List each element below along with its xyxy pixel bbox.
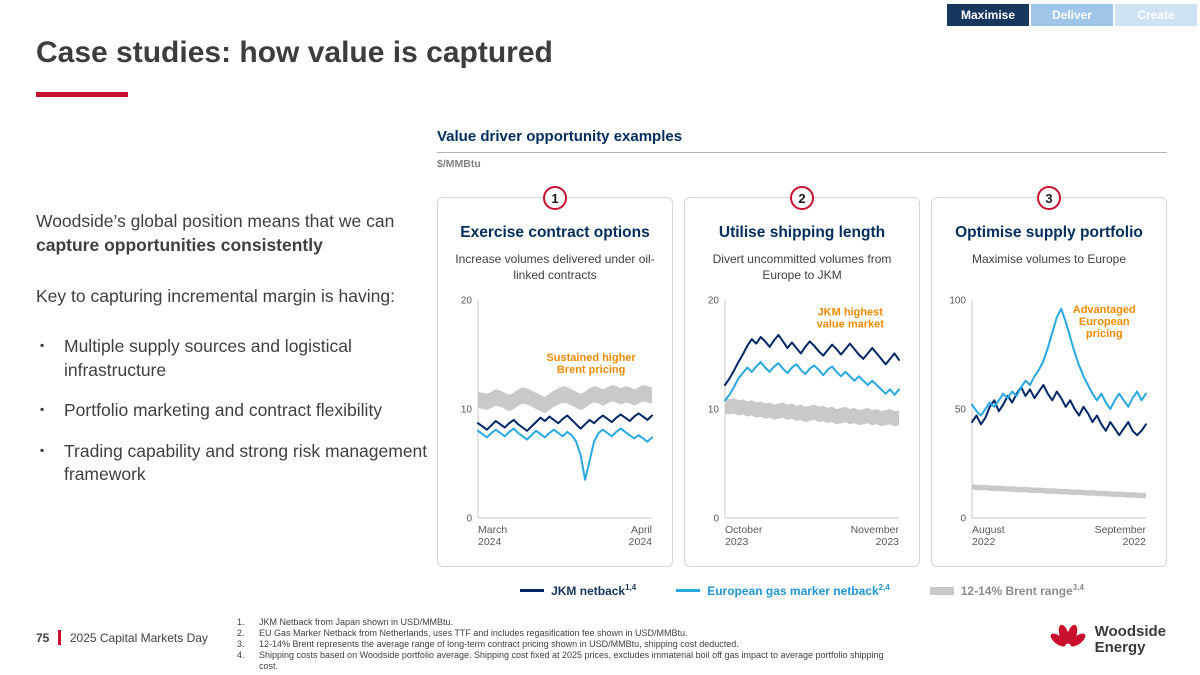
legend-swatch-navy-line (520, 589, 545, 592)
case-card-subtitle: Increase volumes delivered under oil-lin… (455, 252, 655, 282)
bullet-icon: ▪ (40, 337, 45, 352)
tab-maximise[interactable]: Maximise (947, 4, 1029, 26)
bullet-list: ▪ Multiple supply sources and logistical … (36, 335, 432, 487)
line-chart-1: 0 10 20 March 2024 April 2024 Sustained higher B… (448, 290, 662, 552)
footnotes: 1. JKM Netback from Japan shown in USD/MM… (237, 617, 887, 672)
svg-text:50: 50 (955, 405, 967, 416)
list-item: ▪ Trading capability and strong risk mana… (36, 440, 432, 487)
svg-text:20: 20 (461, 296, 473, 307)
chart-legend: JKM netback1,4 European gas marker netba… (437, 583, 1167, 598)
charts-heading: Value driver opportunity examples (437, 128, 1167, 153)
woodside-flower-icon (1050, 624, 1085, 647)
case-number-badge: 1 (543, 186, 567, 210)
svg-text:100: 100 (949, 296, 966, 307)
case-card-subtitle: Divert uncommitted volumes from Europe t… (712, 252, 892, 282)
footnote: 1. JKM Netback from Japan shown in USD/MM… (237, 617, 454, 627)
case-number-badge: 2 (790, 186, 814, 210)
legend-label: 12-14% Brent range3,4 (960, 583, 1084, 598)
bullet-text: Trading capability and strong risk manag… (64, 440, 428, 485)
nav-tabs: Maximise Deliver Create (947, 4, 1197, 26)
charts-panel: Value driver opportunity examples $/MMBt… (437, 128, 1167, 598)
case-card-title: Exercise contract options (460, 224, 650, 241)
line-chart-3: 0 50 100 August 2022 September 2022 Advantaged E… (942, 290, 1156, 552)
svg-text:20: 20 (708, 296, 720, 307)
legend-label: JKM netback1,4 (551, 583, 637, 598)
case-number-badge: 3 (1037, 186, 1061, 210)
case-cards: 1 Exercise contract options Increase vol… (437, 186, 1167, 567)
logo-text: Woodside Energy (1094, 622, 1166, 656)
list-item: ▪ Portfolio marketing and contract flexib… (36, 399, 432, 423)
title-accent-bar (36, 92, 128, 97)
bullet-icon: ▪ (40, 442, 45, 457)
event-name: 2025 Capital Markets Day (69, 630, 208, 645)
case-card-2: 2 Utilise shipping length Divert uncommi… (684, 186, 920, 567)
bullet-icon: ▪ (40, 402, 45, 417)
case-card-1: 1 Exercise contract options Increase vol… (437, 186, 673, 567)
legend-item-brent: 12-14% Brent range3,4 (929, 583, 1084, 598)
woodside-logo: Woodside Energy (1047, 619, 1166, 661)
page-info: 75 2025 Capital Markets Day (36, 630, 208, 645)
intro-paragraph: Woodside’s global position means that we… (36, 210, 432, 257)
list-item: ▪ Multiple supply sources and logistical … (36, 335, 432, 382)
page-title: Case studies: how value is captured (36, 36, 553, 69)
legend-label: European gas marker netback2,4 (707, 583, 890, 598)
case-card-title: Optimise supply portfolio (955, 224, 1143, 241)
footnote: 3. 12-14% Brent represents the average ra… (237, 638, 739, 649)
svg-text:10: 10 (461, 405, 473, 416)
bullet-text: Portfolio marketing and contract flexibi… (64, 400, 383, 421)
unit-label: $/MMBtu (437, 158, 481, 170)
svg-text:0: 0 (466, 514, 472, 525)
footnote: 4. Shipping costs based on Woodside portf… (237, 649, 884, 671)
intro-bold: capture opportunities consistently (36, 234, 323, 255)
svg-text:0: 0 (960, 514, 966, 525)
case-card-3: 3 Optimise supply portfolio Maximise vol… (931, 186, 1167, 567)
case-card-subtitle: Maximise volumes to Europe (971, 252, 1127, 266)
key-text: Key to capturing incremental margin is h… (36, 286, 395, 307)
svg-text:10: 10 (708, 405, 720, 416)
legend-item-jkm: JKM netback1,4 (520, 583, 636, 598)
legend-item-european: European gas marker netback2,4 (676, 583, 890, 598)
intro-normal: Woodside’s global position means that we… (36, 211, 395, 231)
tab-deliver[interactable]: Deliver (1031, 4, 1113, 26)
divider-bar (58, 630, 61, 645)
bullet-text: Multiple supply sources and logistical i… (64, 335, 352, 380)
page-number: 75 (36, 630, 50, 645)
line-chart-2: 0 10 20 October 2023 November 2023 JKM highest v… (695, 290, 909, 552)
legend-swatch-gray-band (929, 586, 954, 595)
svg-text:0: 0 (713, 514, 719, 525)
left-text-panel: Woodside’s global position means that we… (36, 210, 432, 504)
tab-create[interactable]: Create (1115, 4, 1197, 26)
legend-swatch-blue-line (676, 589, 701, 592)
footnote: 2. EU Gas Marker Netback from Netherlands… (237, 627, 688, 638)
case-card-title: Utilise shipping length (718, 224, 886, 241)
